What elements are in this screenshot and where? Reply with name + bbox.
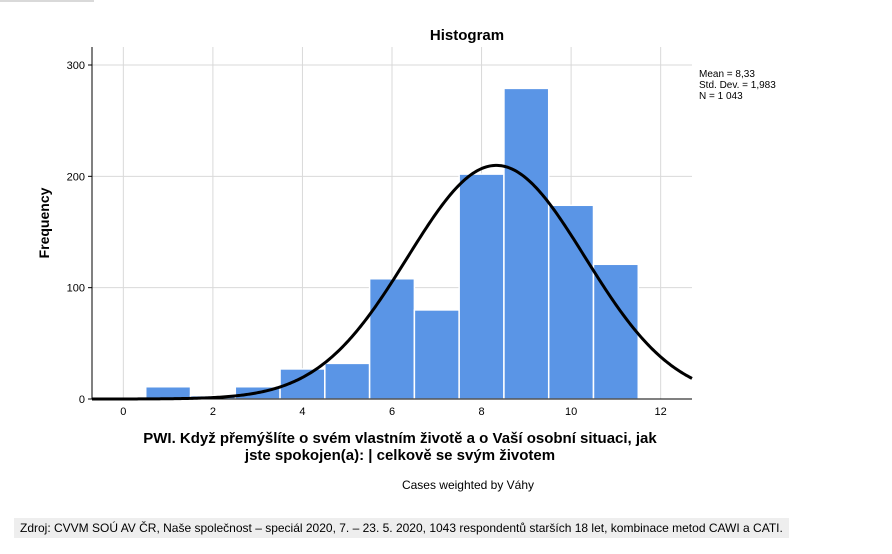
y-tick-label: 100 [67,283,85,295]
histogram-bar [458,173,505,400]
x-axis-label-line-2: jste spokojen(a): | celkově se svým živo… [244,447,556,464]
stats-line: N = 1 043 [699,91,743,102]
histogram-bar [368,278,416,400]
y-tick-label: 0 [79,394,85,406]
histogram-bar [324,362,371,400]
histogram-bar [592,263,640,400]
histogram-bar [503,87,550,400]
bars-layer [144,87,640,400]
x-tick-label: 10 [565,406,577,418]
weight-note: Cases weighted by Váhy [401,478,535,492]
top-edge-strip [0,0,94,2]
source-note: Zdroj: CVVM SOÚ AV ČR, Naše společnost –… [14,518,789,538]
x-tick-label: 12 [655,406,667,418]
y-tick-label: 300 [67,60,85,72]
x-tick-label: 6 [389,406,395,418]
x-tick-label: 8 [478,406,484,418]
y-tick-label: 200 [67,171,85,183]
x-axis-label-line-1: PWI. Když přemýšlíte o svém vlastním živ… [143,430,657,447]
x-tick-label: 0 [120,406,126,418]
x-tick-label: 2 [210,406,216,418]
axes-layer: 0 2 4 6 8 10 12 0 100 200 300 [67,47,692,418]
stats-line: Mean = 8,33 [699,69,755,80]
histogram-bar [413,309,460,400]
x-axis-label: PWI. Když přemýšlíte o svém vlastním živ… [60,430,740,464]
chart-title: Histogram [430,27,504,44]
normal-curve [92,163,693,401]
y-axis-label: Frequency [36,187,52,258]
stats-line: Std. Dev. = 1,983 [699,80,776,91]
normal-curve-layer [92,163,693,401]
x-tick-label: 4 [299,406,305,418]
